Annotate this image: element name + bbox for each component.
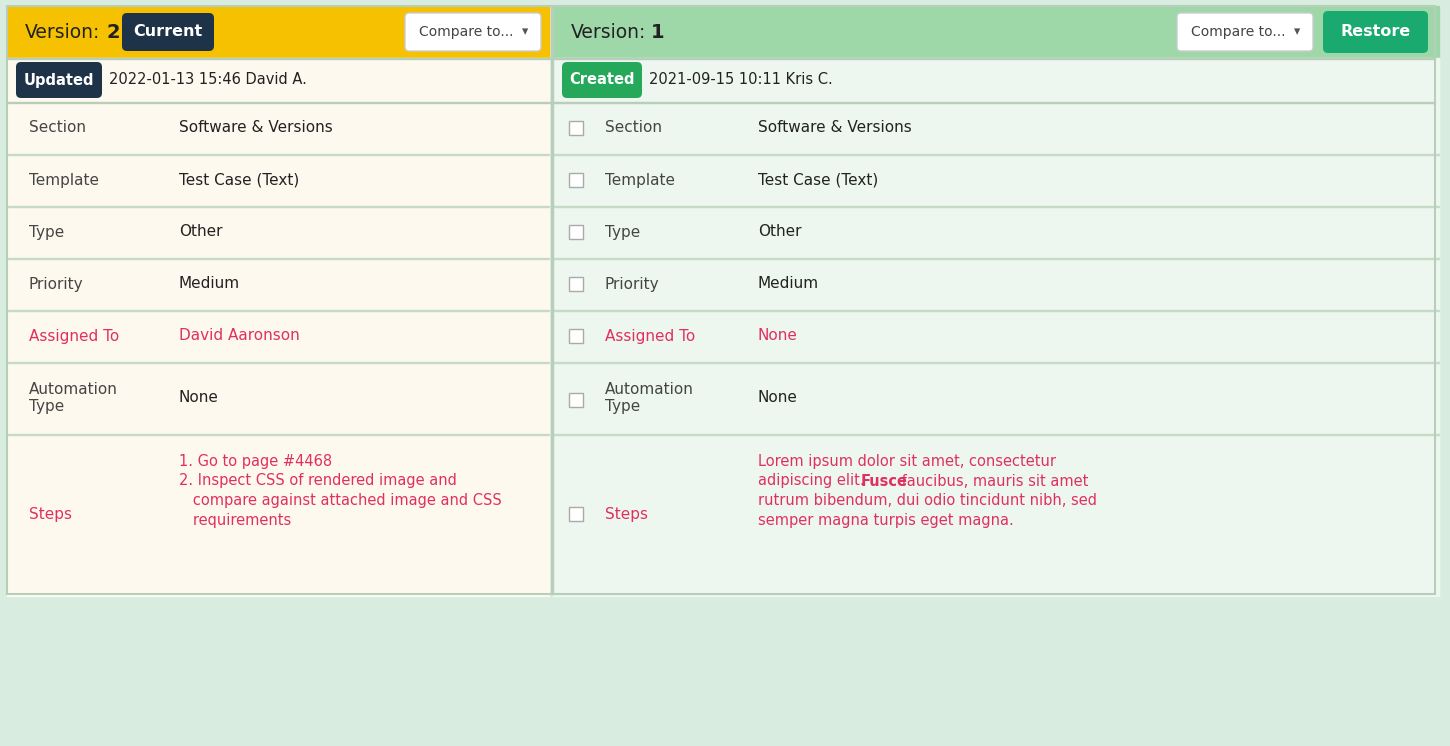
FancyBboxPatch shape [1322,11,1428,53]
Bar [7,102,550,154]
Bar [7,6,1436,594]
Bar [7,154,550,206]
Text: David Aaronson: David Aaronson [178,328,300,343]
Text: ▾: ▾ [1293,25,1301,39]
Bar [7,58,550,102]
Text: Type: Type [29,225,64,239]
Bar [552,434,1438,594]
Text: Fusce: Fusce [861,474,908,489]
Text: Updated: Updated [23,72,94,87]
Bar [7,6,550,58]
Text: Medium: Medium [758,277,819,292]
Text: semper magna turpis eget magna.: semper magna turpis eget magna. [758,513,1014,527]
Text: Section: Section [29,121,86,136]
Text: Software & Versions: Software & Versions [758,121,912,136]
Bar [7,258,550,259]
Bar [7,362,550,363]
Text: compare against attached image and CSS: compare against attached image and CSS [178,493,502,508]
Text: None: None [758,328,798,343]
Bar [552,206,1438,207]
Bar [552,6,1438,58]
Text: Version:: Version: [571,22,647,42]
Text: Compare to...: Compare to... [1190,25,1286,39]
FancyBboxPatch shape [16,62,102,98]
Bar [7,206,550,258]
Text: Other: Other [758,225,802,239]
Bar [7,57,1436,59]
Bar [568,173,583,187]
Bar [7,434,550,594]
Bar [568,393,583,407]
Text: 2: 2 [107,22,120,42]
FancyBboxPatch shape [405,13,541,51]
Bar [7,101,1436,103]
Bar [552,310,1438,362]
Text: Assigned To: Assigned To [29,328,119,343]
Bar [552,102,1438,154]
Text: Priority: Priority [605,277,660,292]
Bar [568,277,583,291]
Text: Version:: Version: [25,22,100,42]
Text: Priority: Priority [29,277,84,292]
Text: Steps: Steps [605,507,648,521]
Text: Section: Section [605,121,663,136]
Bar [7,206,550,207]
Text: Template: Template [29,172,99,187]
Text: Software & Versions: Software & Versions [178,121,332,136]
Text: Created: Created [570,72,635,87]
Text: Compare to...: Compare to... [419,25,513,39]
Text: Assigned To: Assigned To [605,328,695,343]
Bar [7,310,550,311]
Bar [552,433,1438,435]
Bar [568,121,583,135]
FancyBboxPatch shape [122,13,215,51]
Text: Lorem ipsum dolor sit amet, consectetur: Lorem ipsum dolor sit amet, consectetur [758,454,1056,469]
Text: 1: 1 [651,22,664,42]
Text: Automation: Automation [605,381,695,397]
Bar [552,206,1438,258]
Text: Steps: Steps [29,507,72,521]
Text: ▾: ▾ [522,25,528,39]
Bar [552,258,1438,310]
Text: rutrum bibendum, dui odio tincidunt nibh, sed: rutrum bibendum, dui odio tincidunt nibh… [758,493,1098,508]
Text: Test Case (Text): Test Case (Text) [178,172,299,187]
Bar [552,154,1438,206]
FancyBboxPatch shape [1177,13,1314,51]
Text: Other: Other [178,225,222,239]
Bar [7,6,550,596]
Bar [568,329,583,343]
Text: Automation: Automation [29,381,117,397]
Text: Medium: Medium [178,277,241,292]
Bar [552,310,1438,311]
Text: Template: Template [605,172,676,187]
Text: requirements: requirements [178,513,291,527]
Text: Current: Current [133,25,203,40]
Text: faucibus, mauris sit amet: faucibus, mauris sit amet [898,474,1088,489]
Bar [551,6,554,594]
Text: 2022-01-13 15:46 David A.: 2022-01-13 15:46 David A. [109,72,307,87]
Text: Type: Type [605,225,641,239]
Bar [568,225,583,239]
Text: 2. Inspect CSS of rendered image and: 2. Inspect CSS of rendered image and [178,474,457,489]
Text: Type: Type [605,400,641,415]
Text: 2021-09-15 10:11 Kris C.: 2021-09-15 10:11 Kris C. [650,72,832,87]
Text: Test Case (Text): Test Case (Text) [758,172,879,187]
Text: Type: Type [29,400,64,415]
Text: adipiscing elit.: adipiscing elit. [758,474,869,489]
Bar [7,362,550,434]
Bar [552,362,1438,363]
Text: 1. Go to page #4468: 1. Go to page #4468 [178,454,332,469]
Bar [7,258,550,310]
Text: None: None [178,390,219,406]
Bar [7,433,550,435]
Bar [568,507,583,521]
Bar [552,258,1438,259]
Bar [552,58,1438,102]
Text: Restore: Restore [1340,25,1411,40]
FancyBboxPatch shape [563,62,642,98]
Bar [7,310,550,362]
Bar [552,362,1438,434]
Text: None: None [758,390,798,406]
Bar [552,6,1438,596]
